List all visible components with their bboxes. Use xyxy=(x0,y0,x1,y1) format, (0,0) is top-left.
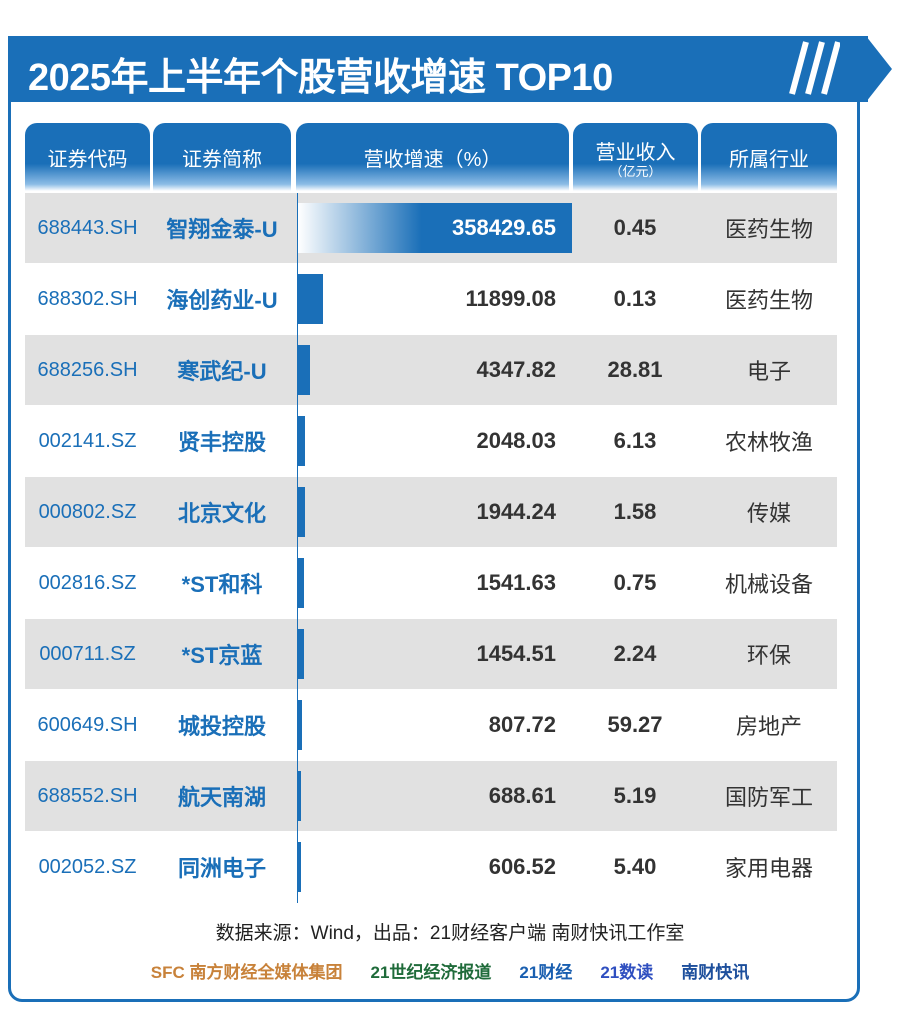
revenue-value: 0.75 xyxy=(613,570,657,595)
header-label: 营收增速（%） xyxy=(363,148,502,171)
growth-value: 688.61 xyxy=(488,783,556,808)
revenue-value: 6.13 xyxy=(613,428,657,453)
header-name: 证券简称 xyxy=(153,123,291,191)
stock-code: 688256.SH xyxy=(37,358,138,381)
growth-bar xyxy=(298,203,572,253)
industry: 传媒 xyxy=(746,501,791,526)
industry: 环保 xyxy=(746,643,791,668)
growth-bar xyxy=(298,274,324,324)
logo-nancai-kuaixun: 南财快讯 xyxy=(681,963,750,982)
data-source: 数据来源：Wind，出品：21财经客户端 南财快讯工作室 xyxy=(215,923,685,944)
header-unit: （亿元） xyxy=(609,164,662,179)
growth-value: 11899.08 xyxy=(465,286,556,311)
stock-name: 贤丰控股 xyxy=(177,430,266,455)
logos: SFC 南方财经全媒体集团 21世纪经济报道 21财经 21数读 南财快讯 xyxy=(0,958,900,983)
header-label: 证券简称 xyxy=(182,148,262,171)
title-band xyxy=(8,36,868,102)
growth-value: 1454.51 xyxy=(476,641,556,666)
industry: 家用电器 xyxy=(724,856,813,881)
growth-value: 1944.24 xyxy=(476,499,556,524)
header-label: 证券代码 xyxy=(47,148,128,171)
stock-name: 智翔金泰-U xyxy=(166,217,278,242)
header-label: 营业收入 xyxy=(595,142,676,164)
table-row: 688256.SH 寒武纪-U 4347.82 28.81 电子 xyxy=(25,335,837,405)
stock-code: 000802.SZ xyxy=(38,500,137,523)
revenue-value: 5.19 xyxy=(613,783,657,808)
stock-name: 航天南湖 xyxy=(177,785,266,810)
stock-code: 002816.SZ xyxy=(38,571,137,594)
table-row: 688302.SH 海创药业-U 11899.08 0.13 医药生物 xyxy=(25,264,837,334)
table-row: 600649.SH 城投控股 807.72 59.27 房地产 xyxy=(25,690,837,760)
stock-name: 海创药业-U xyxy=(166,288,278,313)
header-industry: 所属行业 xyxy=(701,123,837,191)
growth-value: 2048.03 xyxy=(476,428,556,453)
table-row: 002816.SZ *ST和科 1541.63 0.75 机械设备 xyxy=(25,548,837,618)
header-growth: 营收增速（%） xyxy=(296,123,569,191)
logo-sfc: SFC 南方财经全媒体集团 xyxy=(150,963,343,982)
revenue-value: 0.45 xyxy=(613,215,657,240)
revenue-value: 59.27 xyxy=(607,712,663,737)
bar-axis-line xyxy=(297,193,298,903)
table-row: 000711.SZ *ST京蓝 1454.51 2.24 环保 xyxy=(25,619,837,689)
stock-code: 600649.SH xyxy=(37,713,138,736)
growth-bar xyxy=(298,345,311,395)
table-row: 688443.SH 智翔金泰-U 358429.65 0.45 医药生物 xyxy=(25,193,837,263)
industry: 国防军工 xyxy=(724,785,813,810)
growth-value: 606.52 xyxy=(488,854,556,879)
growth-value: 4347.82 xyxy=(476,357,556,382)
revenue-value: 28.81 xyxy=(607,357,663,382)
chart-title: 2025年上半年个股营收增速 TOP10 xyxy=(28,57,613,99)
growth-bar xyxy=(298,416,306,466)
growth-bar xyxy=(298,700,302,750)
arrow-decoration xyxy=(866,36,892,102)
stock-name: 寒武纪-U xyxy=(177,359,267,384)
slash-decoration-icon xyxy=(789,41,840,95)
revenue-value: 1.58 xyxy=(613,499,657,524)
industry: 机械设备 xyxy=(724,572,813,597)
header-label: 所属行业 xyxy=(729,148,809,171)
industry: 医药生物 xyxy=(724,217,813,242)
growth-value: 358429.65 xyxy=(452,215,556,240)
logo-21st-century: 21世纪经济报道 xyxy=(370,963,492,982)
table-row: 000802.SZ 北京文化 1944.24 1.58 传媒 xyxy=(25,477,837,547)
stock-code: 688552.SH xyxy=(37,784,138,807)
growth-value: 1541.63 xyxy=(476,570,556,595)
stock-name: 北京文化 xyxy=(177,501,266,526)
revenue-value: 2.24 xyxy=(613,641,657,666)
industry: 医药生物 xyxy=(724,288,813,313)
growth-bar xyxy=(298,558,305,608)
stock-code: 002052.SZ xyxy=(38,855,137,878)
stock-code: 002141.SZ xyxy=(38,429,137,452)
stock-name: 城投控股 xyxy=(177,714,266,739)
logo-21shudu: 21数读 xyxy=(600,963,654,982)
header-revenue: 营业收入 （亿元） xyxy=(573,123,698,191)
growth-bar xyxy=(298,487,306,537)
stock-name: *ST京蓝 xyxy=(181,643,263,668)
revenue-value: 5.40 xyxy=(613,854,657,879)
table-row: 002052.SZ 同洲电子 606.52 5.40 家用电器 xyxy=(25,832,837,902)
growth-bar xyxy=(298,771,302,821)
stock-code: 688443.SH xyxy=(37,216,138,239)
stock-code: 000711.SZ xyxy=(39,642,136,665)
table-row: 002141.SZ 贤丰控股 2048.03 6.13 农林牧渔 xyxy=(25,406,837,476)
header-code: 证券代码 xyxy=(25,123,150,191)
growth-bar xyxy=(298,629,304,679)
revenue-value: 0.13 xyxy=(613,286,657,311)
stock-name: 同洲电子 xyxy=(177,856,266,881)
industry: 房地产 xyxy=(735,714,802,739)
growth-bar xyxy=(298,842,302,892)
logo-21caijing: 21财经 xyxy=(519,963,573,982)
industry: 农林牧渔 xyxy=(724,430,813,455)
stock-code: 688302.SH xyxy=(37,287,138,310)
growth-value: 807.72 xyxy=(488,712,556,737)
stock-name: *ST和科 xyxy=(181,572,263,597)
table-row: 688552.SH 航天南湖 688.61 5.19 国防军工 xyxy=(25,761,837,831)
industry: 电子 xyxy=(746,359,791,384)
